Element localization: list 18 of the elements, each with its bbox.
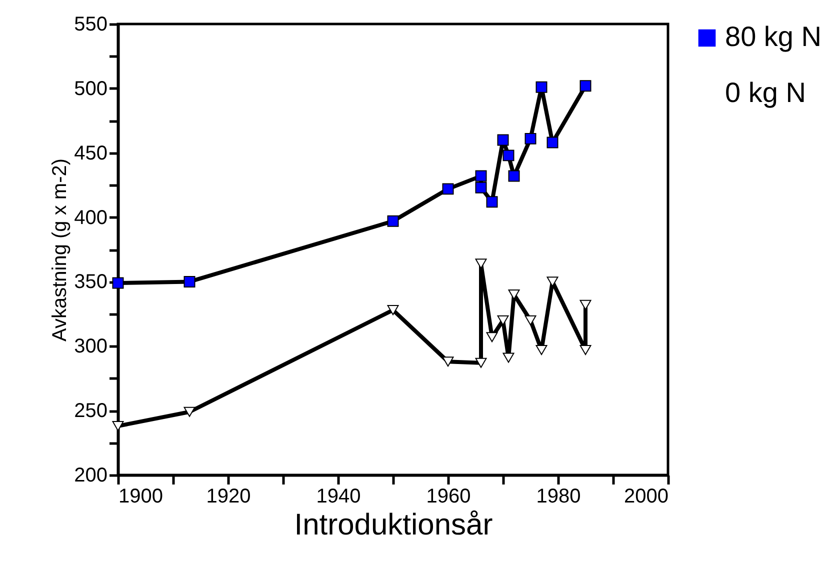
x-tick-label: 1920 bbox=[206, 486, 251, 508]
y-tick-label: 350 bbox=[74, 271, 108, 294]
y-tick-label: 200 bbox=[74, 464, 108, 486]
x-tick-label: 1900 bbox=[118, 486, 163, 508]
y-axis-title: Avkastning (g x m-2) bbox=[49, 158, 72, 342]
y-tick-label: 500 bbox=[74, 78, 108, 100]
y-tick-label: 550 bbox=[74, 14, 108, 36]
y-tick-label: 400 bbox=[74, 206, 108, 229]
x-tick-label: 1960 bbox=[426, 486, 471, 508]
legend-label: 80 kg N bbox=[725, 21, 822, 52]
x-tick-label: 1940 bbox=[316, 486, 361, 508]
x-tick-label: 2000 bbox=[624, 486, 668, 508]
y-tick-label: 300 bbox=[74, 336, 108, 358]
y-tick-label: 450 bbox=[74, 142, 108, 164]
text: 0 kg N bbox=[725, 77, 806, 108]
x-axis-title: Introduktionsår bbox=[294, 508, 493, 542]
x-tick-label: 1980 bbox=[536, 486, 581, 508]
y-tick-label: 250 bbox=[74, 400, 108, 422]
